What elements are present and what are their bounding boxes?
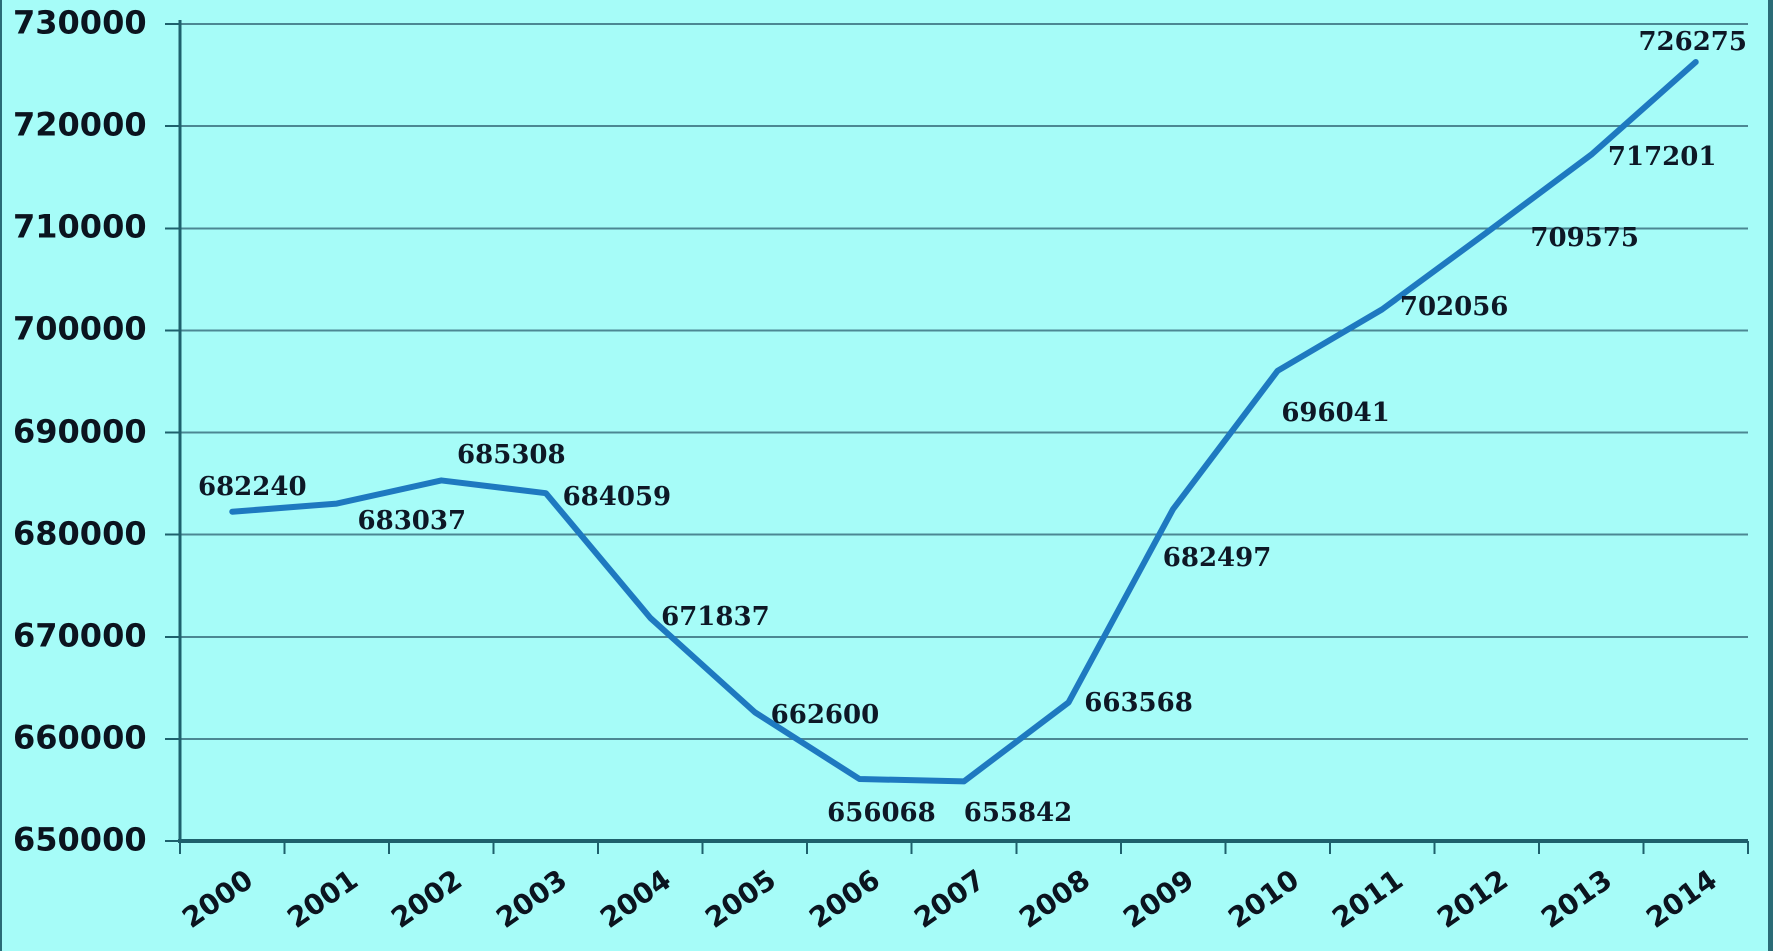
gridlines: [180, 23, 1748, 740]
axes: [178, 20, 1748, 843]
y-axis-tick-label: 710000: [13, 207, 147, 246]
chart-right-border: [1768, 0, 1773, 951]
axis-ticks: [165, 23, 1749, 854]
data-point-label: 717201: [1607, 141, 1717, 172]
data-point-label: 726275: [1638, 27, 1747, 58]
y-axis-tick-label: 730000: [13, 3, 147, 42]
chart-left-border: [0, 0, 2, 951]
y-axis-tick-label: 660000: [13, 718, 147, 757]
data-point-label: 684059: [562, 482, 672, 513]
data-point-label: 655842: [963, 798, 1073, 829]
y-axis-tick-label: 650000: [13, 820, 147, 859]
series-polyline: [229, 59, 1699, 785]
y-axis-tick-label: 700000: [13, 309, 147, 348]
data-point-label: 671837: [661, 601, 770, 632]
data-point-label: 662600: [770, 700, 880, 731]
y-axis-tick-label: 690000: [13, 411, 147, 450]
data-point-label: 683037: [357, 505, 467, 536]
data-point-label: 656068: [827, 798, 936, 829]
y-axis-tick-label: 670000: [13, 616, 147, 655]
data-point-label: 663568: [1084, 688, 1193, 719]
data-point-label: 702056: [1399, 292, 1509, 323]
data-point-label: 709575: [1530, 222, 1639, 253]
y-axis-tick-label: 720000: [13, 105, 147, 144]
y-axis-tick-label: 680000: [13, 514, 147, 553]
data-line-series: [229, 59, 1699, 785]
data-point-label: 685308: [457, 440, 566, 471]
data-point-label: 696041: [1281, 397, 1390, 428]
data-point-label: 682497: [1162, 543, 1272, 574]
data-point-label: 682240: [197, 471, 307, 502]
